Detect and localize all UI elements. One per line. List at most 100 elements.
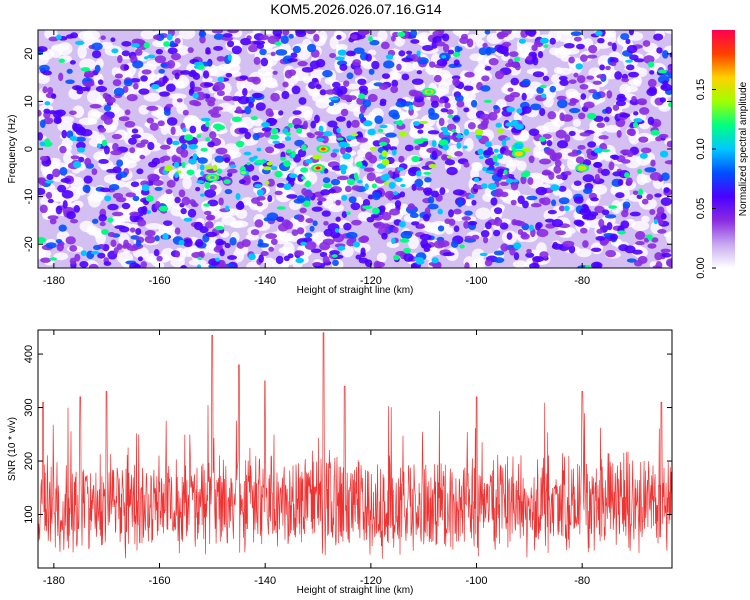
heatmap-cell [649,70,655,75]
heatmap-cell [124,121,136,128]
heatmap-cell [227,54,232,61]
heatmap-cell [205,221,214,229]
heatmap-cell [583,101,595,109]
y-tick-label: 0 [23,146,35,152]
heatmap-cell [200,147,208,152]
heatmap-cell [658,133,669,139]
heatmap-cell [140,261,148,268]
heatmap-cell [442,131,451,136]
heatmap-cell [392,191,399,196]
heatmap-cell [280,35,289,44]
heatmap-cell [471,234,480,240]
heatmap-cell [49,257,57,261]
heatmap-cell [631,95,637,103]
heatmap-cell [204,189,217,198]
heatmap-cell [136,168,144,175]
heatmap-cell [103,261,112,266]
heatmap-cell [198,30,207,38]
heatmap-hotspot-peak [320,147,326,151]
heatmap-cell [419,233,432,241]
heatmap-cell [438,81,450,94]
heatmap-cell [182,109,189,116]
heatmap-cell [572,129,588,141]
heatmap-cell [371,183,377,189]
heatmap-cell [360,247,366,256]
heatmap-cell [555,230,566,236]
heatmap-cell [57,184,67,193]
heatmap-cell [539,84,547,89]
heatmap-cell [606,90,613,99]
heatmap-cell [305,218,314,224]
heatmap-cell [662,80,669,86]
heatmap-cell [626,45,638,54]
heatmap-cell [144,56,149,60]
heatmap-cell [521,92,527,101]
heatmap-cell [239,75,249,80]
heatmap-cell [662,50,669,59]
heatmap-cell [133,263,142,268]
heatmap-cell [483,236,489,244]
heatmap-cell [532,256,545,262]
heatmap-cell [339,164,348,171]
heatmap-cell [551,199,557,207]
heatmap-cell [579,132,591,137]
heatmap-cell [464,199,474,207]
heatmap-cell [105,96,116,104]
heatmap-cell [49,45,63,59]
line-chart-background [38,330,672,568]
heatmap-cell [369,39,380,46]
heatmap-cell [467,122,476,130]
heatmap-cell [444,159,456,166]
x-tick-label: -180 [43,275,65,287]
heatmap-cell [513,143,523,150]
heatmap-cell [157,120,165,127]
heatmap-cell [527,177,534,185]
heatmap-cell [282,128,289,134]
heatmap-cell [598,135,609,140]
heatmap-cell [604,214,617,219]
heatmap-cell [346,72,354,80]
heatmap-cell [480,230,490,238]
heatmap-cell [111,48,119,54]
heatmap-cell [45,191,53,200]
heatmap-cell [158,68,165,74]
heatmap-cell [235,208,248,220]
heatmap-cell [98,214,107,222]
heatmap-cell [350,202,361,211]
heatmap-cell [572,118,581,127]
heatmap-cell [558,197,570,205]
heatmap-cell [379,98,387,104]
x-tick-label: -140 [254,275,276,287]
heatmap-cell [549,37,556,45]
heatmap-cell [352,59,361,67]
heatmap-cell [212,164,218,171]
heatmap-cell [480,113,491,121]
colorbar: 0.00 0.05 0.10 0.15 Normalized spectral amp… [695,30,749,279]
heatmap-cell [166,60,176,69]
heatmap-cell [346,178,355,186]
heatmap-cell [72,161,82,169]
heatmap-cell [338,141,349,148]
heatmap-cell [65,34,75,39]
heatmap-cell [655,261,663,268]
heatmap-cell [528,224,534,231]
heatmap-cell [40,155,48,162]
heatmap-cell [660,197,672,206]
heatmap-cell [316,197,327,202]
heatmap-cell [66,211,76,220]
heatmap-cell [640,175,652,184]
heatmap-cell [584,265,592,268]
heatmap-cell [394,177,403,183]
heatmap-cell [351,119,360,128]
heatmap-cell [290,52,298,59]
heatmap-cell [111,211,124,217]
heatmap-cell [340,146,346,155]
heatmap-cell [253,56,261,65]
heatmap-cell [454,94,464,102]
heatmap-cell [314,131,325,136]
heatmap-cell [180,208,187,215]
heatmap-cell [582,240,589,248]
heatmap-cell [218,63,232,71]
heatmap-cell [618,244,629,252]
heatmap-cell [218,197,224,206]
